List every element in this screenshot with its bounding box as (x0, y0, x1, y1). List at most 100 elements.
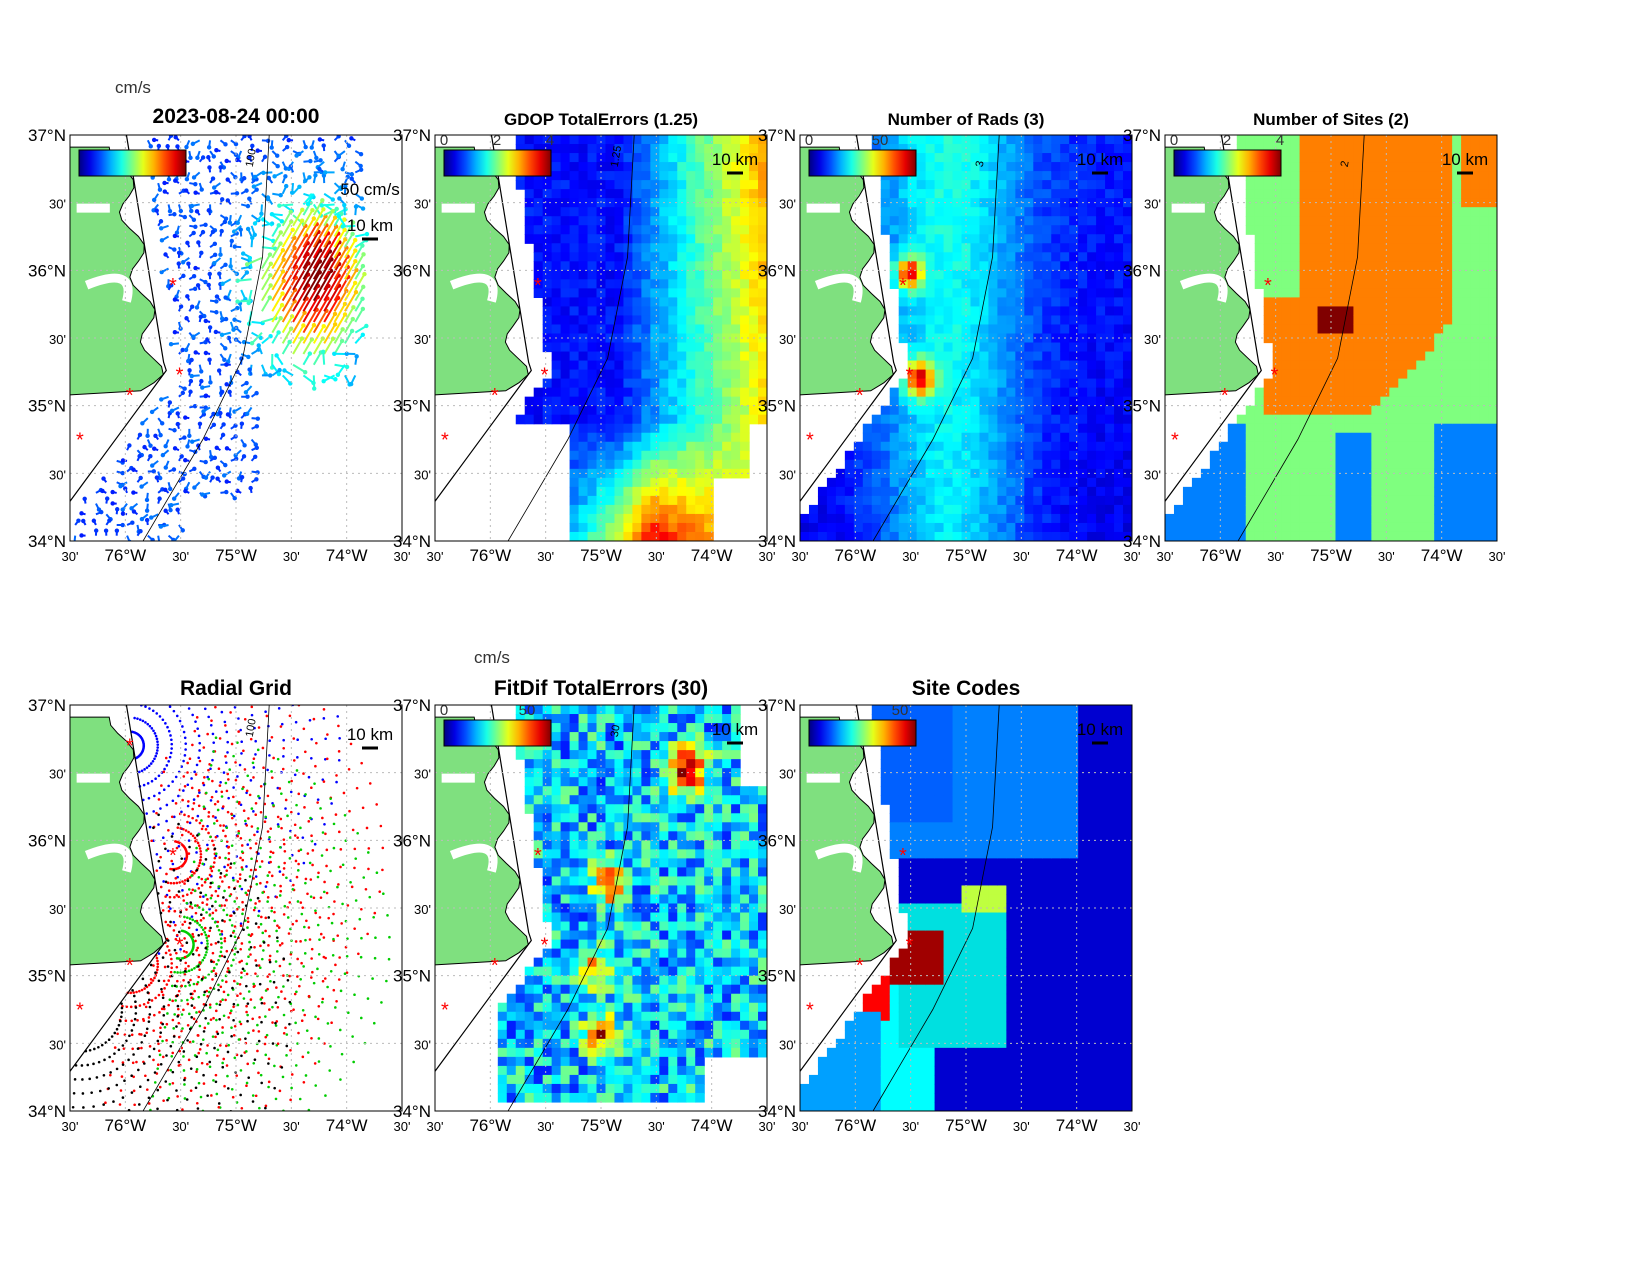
data-cell (1042, 225, 1052, 235)
data-cell (1015, 225, 1025, 235)
data-cell (650, 432, 660, 443)
data-cell (1060, 441, 1070, 452)
data-cell (925, 306, 936, 317)
data-cell (898, 144, 909, 154)
vector-head (233, 174, 238, 180)
data-cell (907, 486, 918, 497)
data-cell (1371, 153, 1381, 163)
data-cell (1051, 270, 1061, 280)
data-cell (961, 423, 972, 434)
data-cell (587, 441, 598, 452)
data-cell (934, 162, 945, 172)
data-cell (758, 270, 767, 280)
data-cell (587, 513, 598, 524)
vector-head (207, 165, 212, 170)
data-cell (1443, 252, 1453, 262)
vector-head (142, 444, 147, 450)
data-cell (952, 162, 963, 172)
data-cell (934, 459, 945, 470)
data-cell (1042, 171, 1052, 181)
data-cell (889, 486, 900, 497)
data-cell (614, 495, 625, 506)
vector-head (180, 390, 186, 396)
data-cell (686, 252, 696, 262)
data-cell (1105, 279, 1115, 289)
data-cell (1353, 153, 1364, 163)
data-cell (1416, 387, 1426, 398)
data-cell (1191, 495, 1202, 506)
data-cell (1078, 297, 1088, 308)
data-cell (970, 405, 981, 416)
data-cell (800, 531, 810, 541)
data-cell (668, 531, 678, 541)
data-cell (1452, 153, 1462, 163)
data-cell (632, 189, 642, 199)
data-cell (1006, 324, 1016, 335)
data-cell (596, 387, 607, 398)
data-cell (677, 351, 687, 362)
data-cell (1452, 387, 1462, 398)
data-cell (1123, 189, 1132, 199)
data-cell (632, 252, 642, 262)
data-cell (1114, 387, 1124, 398)
data-cell (1245, 144, 1256, 154)
data-cell (1254, 432, 1265, 443)
data-cell (686, 135, 696, 145)
data-cell (704, 306, 714, 317)
vector-head (308, 158, 313, 164)
data-cell (668, 378, 678, 389)
data-cell (898, 315, 909, 326)
data-cell (650, 189, 660, 199)
data-cell (1416, 504, 1426, 515)
data-cell (1051, 207, 1061, 217)
data-cell (1105, 369, 1115, 380)
data-cell (641, 153, 651, 163)
data-cell (668, 324, 678, 335)
data-cell (749, 315, 759, 326)
data-cell (1227, 486, 1238, 497)
data-cell (542, 207, 553, 217)
vector-head (220, 432, 226, 438)
data-cell (1353, 351, 1364, 362)
data-cell (605, 180, 616, 190)
vector-head (279, 219, 285, 224)
data-cell (1069, 216, 1079, 226)
vector-head (254, 187, 259, 192)
vector-head (210, 475, 215, 480)
data-cell (1105, 342, 1115, 353)
data-cell (1299, 189, 1310, 199)
data-cell (1407, 270, 1417, 280)
data-cell (632, 450, 642, 461)
vector-head (185, 294, 190, 299)
data-cell (1281, 477, 1292, 488)
data-cell (1398, 252, 1408, 262)
data-cell (862, 477, 873, 488)
data-cell (1236, 513, 1247, 524)
data-cell (1452, 234, 1462, 244)
data-cell (1371, 180, 1381, 190)
data-cell (758, 135, 767, 145)
lat-tick-label: 30' (414, 197, 431, 212)
data-cell (1461, 279, 1471, 289)
data-cell (1105, 495, 1115, 506)
data-cell (1024, 252, 1034, 262)
vector-head (353, 258, 358, 264)
data-cell (1123, 423, 1132, 434)
vector-head (242, 176, 247, 181)
data-cell (1290, 522, 1301, 533)
data-cell (1344, 207, 1355, 217)
data-cell (1254, 252, 1265, 262)
data-cell (614, 486, 625, 497)
data-cell (713, 297, 723, 308)
data-cell (632, 351, 642, 362)
data-cell (916, 423, 927, 434)
data-cell (1236, 450, 1247, 461)
data-cell (551, 324, 562, 335)
data-cell (677, 270, 687, 280)
data-cell (943, 243, 954, 253)
vector-head (199, 378, 204, 384)
data-cell (578, 333, 589, 344)
data-cell (614, 252, 625, 262)
data-cell (650, 441, 660, 452)
data-cell (1200, 486, 1211, 497)
